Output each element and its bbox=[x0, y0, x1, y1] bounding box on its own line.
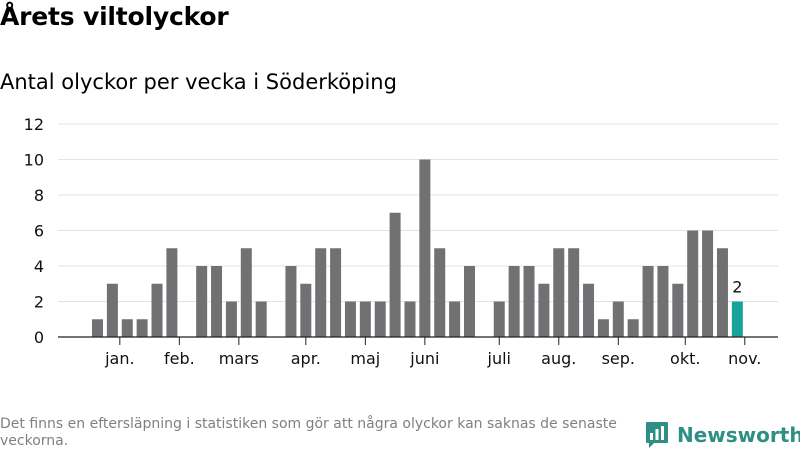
y-tick-label: 8 bbox=[34, 186, 44, 205]
y-tick-label: 6 bbox=[34, 222, 44, 241]
bar bbox=[225, 301, 237, 337]
newsworthy-logo-icon bbox=[646, 422, 668, 448]
bar bbox=[597, 319, 609, 337]
bar bbox=[657, 266, 669, 337]
bar bbox=[464, 266, 475, 337]
y-tick-label: 2 bbox=[34, 293, 44, 312]
bar bbox=[106, 283, 118, 337]
bar bbox=[702, 230, 714, 337]
bar bbox=[344, 301, 356, 337]
bar bbox=[121, 319, 133, 337]
bar-highlight bbox=[731, 301, 743, 337]
bar bbox=[136, 319, 148, 337]
bar bbox=[449, 301, 461, 337]
y-tick-label: 12 bbox=[24, 115, 44, 134]
brand-logo: Newsworthy bbox=[645, 420, 800, 450]
y-tick-label: 10 bbox=[24, 151, 44, 170]
bar bbox=[151, 283, 163, 337]
footer-note: Det finns en eftersläpning i statistiken… bbox=[0, 416, 617, 449]
x-tick-label: jan. bbox=[104, 349, 134, 368]
bar bbox=[374, 301, 386, 337]
bar bbox=[538, 283, 550, 337]
bar bbox=[716, 248, 728, 337]
x-tick-label: feb. bbox=[164, 349, 195, 368]
bar bbox=[330, 248, 342, 337]
bar bbox=[568, 248, 580, 337]
bar bbox=[389, 212, 401, 337]
bar bbox=[583, 283, 595, 337]
x-tick-label: maj bbox=[350, 349, 380, 368]
bar bbox=[553, 248, 565, 337]
bar bbox=[642, 266, 654, 337]
brand-name: Newsworthy bbox=[677, 423, 800, 447]
bar bbox=[508, 266, 520, 337]
bar bbox=[315, 248, 327, 337]
chart-title: Årets viltolyckor bbox=[0, 2, 229, 31]
bar bbox=[493, 301, 505, 337]
bar bbox=[285, 266, 297, 337]
weekly-accidents-bar-chart: 0 2 4 6 8 10 12 2 jan. feb. mars apr. maj juni juli aug… bbox=[24, 115, 778, 368]
x-tick-label: mars bbox=[219, 349, 259, 368]
bar bbox=[300, 283, 312, 337]
x-tick-label: juli bbox=[487, 349, 511, 368]
x-tick-label: aug. bbox=[541, 349, 576, 368]
bar bbox=[92, 319, 103, 337]
x-tick-label: juni bbox=[409, 349, 439, 368]
bar bbox=[404, 301, 416, 337]
bar bbox=[612, 301, 624, 337]
x-tick-label: okt. bbox=[670, 349, 700, 368]
data-label: 2 bbox=[732, 278, 742, 297]
bar bbox=[419, 159, 431, 337]
chart-subtitle: Antal olyckor per vecka i Söderköping bbox=[0, 70, 397, 94]
bar bbox=[672, 283, 684, 337]
bar bbox=[434, 248, 446, 337]
bar bbox=[687, 230, 699, 337]
y-tick-label: 0 bbox=[34, 328, 44, 347]
bar bbox=[523, 266, 535, 337]
x-tick-label: apr. bbox=[291, 349, 321, 368]
bar bbox=[166, 248, 178, 337]
x-tick-label: sep. bbox=[602, 349, 635, 368]
bar bbox=[211, 266, 223, 337]
bar bbox=[627, 319, 639, 337]
y-tick-label: 4 bbox=[34, 257, 44, 276]
bar bbox=[240, 248, 252, 337]
bar bbox=[359, 301, 371, 337]
bar bbox=[196, 266, 208, 337]
x-tick-label: nov. bbox=[728, 349, 761, 368]
bar bbox=[255, 301, 267, 337]
